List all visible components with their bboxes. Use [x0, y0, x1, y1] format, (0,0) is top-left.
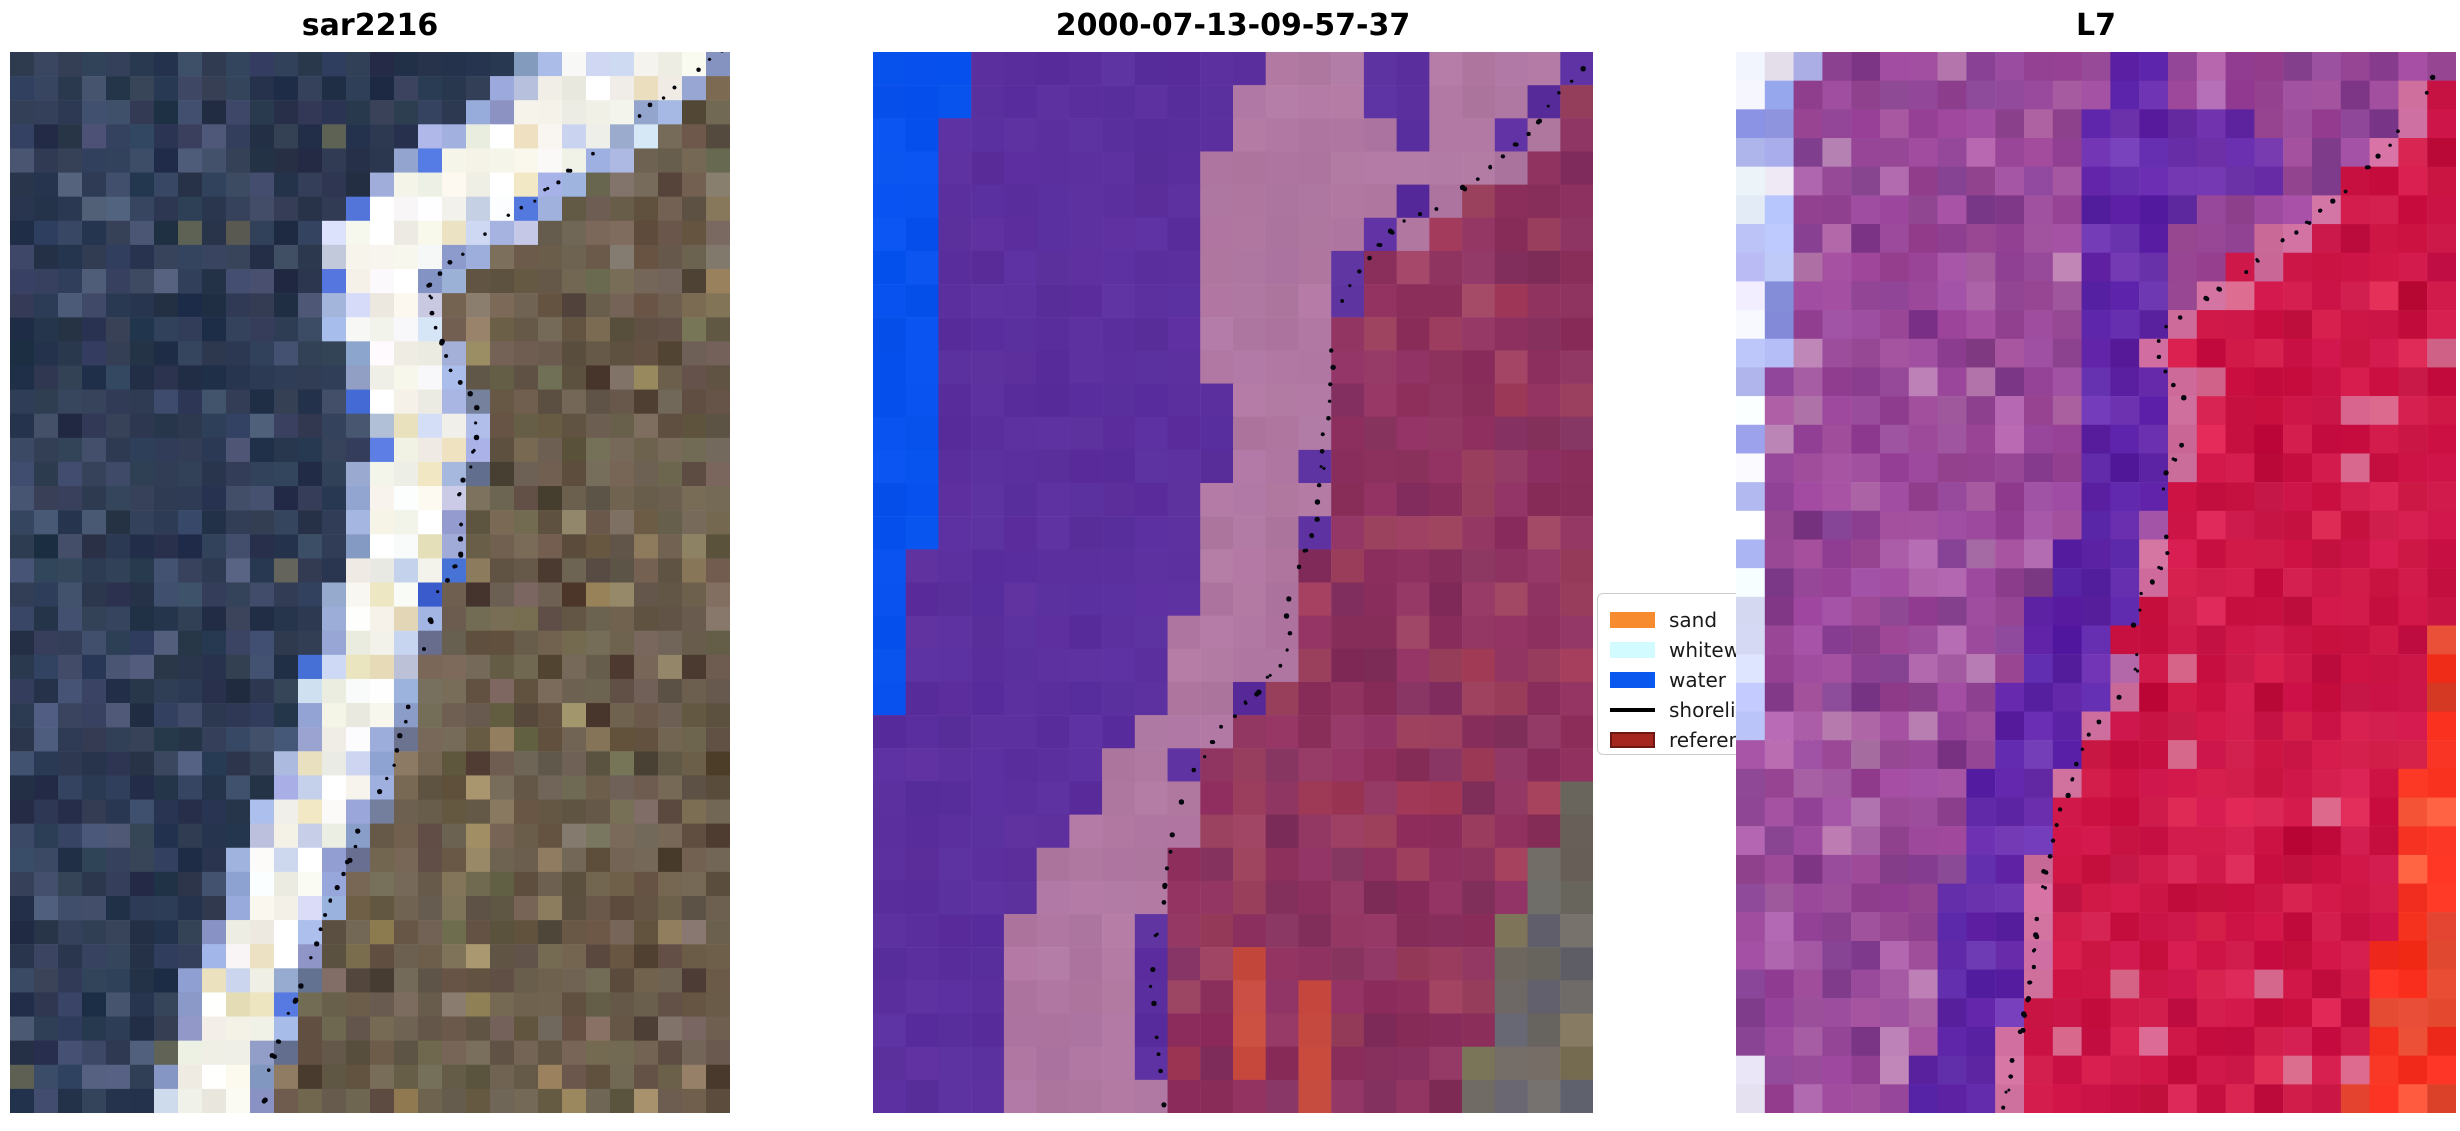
panel-date-2000-07-13 — [873, 52, 1593, 1113]
l7-image — [1736, 52, 2456, 1113]
legend-item-sand: sand — [1610, 605, 1836, 635]
legend-label: sand — [1669, 608, 1718, 632]
legend-swatch-reference-shoreline — [1610, 732, 1655, 748]
legend-swatch-whitewater — [1610, 642, 1655, 658]
panel-title-l7: L7 — [2076, 8, 2116, 43]
legend-swatch-shoreline — [1610, 708, 1655, 712]
classified-image — [873, 52, 1593, 1113]
legend-swatch-sand — [1610, 612, 1655, 628]
legend-swatch-water — [1610, 672, 1655, 688]
legend-label: water — [1669, 668, 1726, 692]
panel-title-sar2216: sar2216 — [301, 8, 439, 43]
legend-item-water: water — [1610, 665, 1836, 695]
panel-title-date: 2000-07-13-09-57-37 — [1055, 8, 1411, 43]
sar2216-image — [10, 52, 730, 1113]
panel-sar2216 — [10, 52, 730, 1113]
panel-l7 — [1736, 52, 2456, 1113]
